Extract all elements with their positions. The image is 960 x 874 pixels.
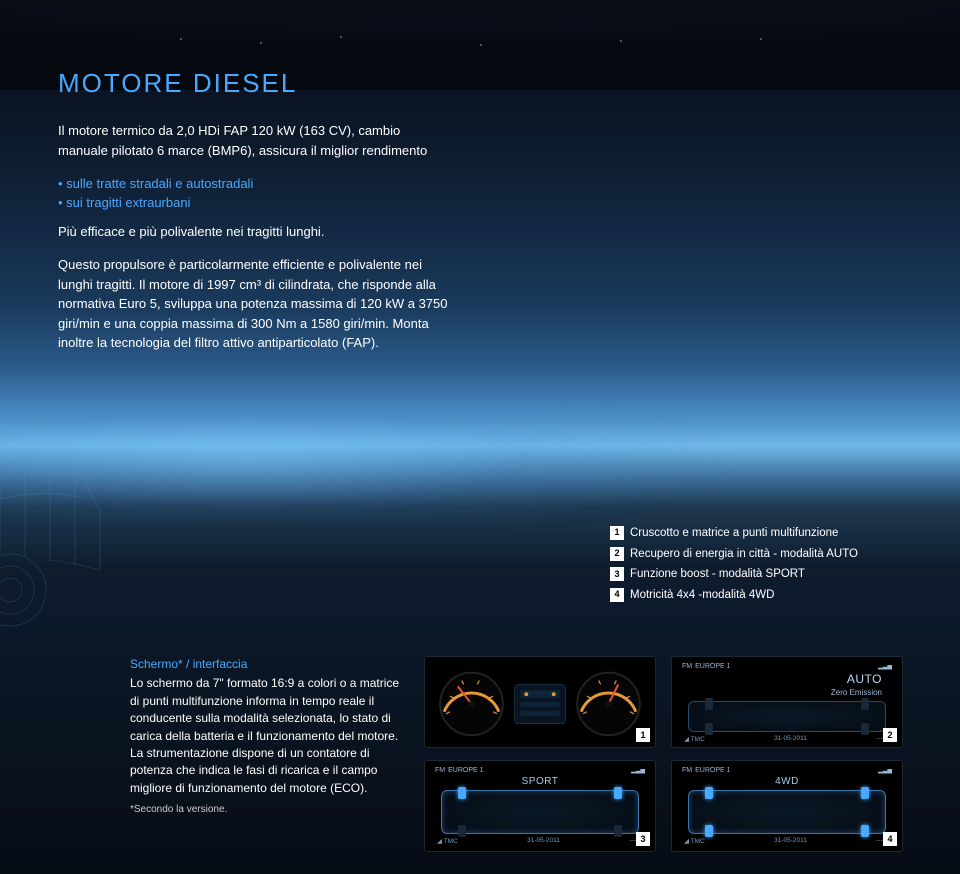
bullet-list: sulle tratte stradali e autostradali sui… xyxy=(58,176,480,210)
lcd-radio-band: FM xyxy=(435,767,445,774)
lcd-chassis-diagram xyxy=(688,790,886,834)
car-wireframe-decor xyxy=(0,420,110,640)
lcd-radio-band: FM xyxy=(682,767,692,774)
dashboard-panel-4wd: FM EUROPE 1 ▂▃▅ 4WD ◢ TMC 31-05-2011 ---… xyxy=(671,760,903,852)
panel-number-badge: 2 xyxy=(883,728,897,742)
schermo-footnote: *Secondo la versione. xyxy=(130,803,400,818)
schermo-description: Schermo* / interfaccia Lo schermo da 7" … xyxy=(130,656,400,852)
legend-text: Recupero di energia in città - modalità … xyxy=(630,546,858,563)
legend-text: Funzione boost - modalità SPORT xyxy=(630,566,805,583)
dashboard-panel-auto: FM EUROPE 1 ▂▃▅ AUTO Zero Emission ◢ TMC… xyxy=(671,656,903,748)
lcd-tmc-icon: ◢ xyxy=(684,736,689,743)
lcd-tmc: TMC xyxy=(691,838,705,845)
signal-icon: ▂▃▅ xyxy=(878,767,892,774)
lcd-chassis-diagram xyxy=(441,790,639,834)
tagline: Più efficace e più polivalente nei tragi… xyxy=(58,224,480,239)
dashboard-panel-sport: FM EUROPE 1 ▂▃▅ SPORT ◢ TMC 31-05-2011 -… xyxy=(424,760,656,852)
legend-item: 3 Funzione boost - modalità SPORT xyxy=(610,566,910,583)
lcd-radio-band: FM xyxy=(682,663,692,670)
legend-item: 4 Motricità 4x4 -modalità 4WD xyxy=(610,587,910,604)
lcd-mode-label: SPORT xyxy=(433,776,647,787)
lcd-radio-station: EUROPE 1 xyxy=(695,767,730,774)
lcd-tmc: TMC xyxy=(691,736,705,743)
legend-number-badge: 1 xyxy=(610,526,624,540)
bullet-item: sulle tratte stradali e autostradali xyxy=(58,176,480,191)
signal-icon: ▂▃▅ xyxy=(878,663,892,670)
schermo-title: Schermo* / interfaccia xyxy=(130,656,400,673)
section-title: MOTORE DIESEL xyxy=(58,68,480,99)
lcd-mode-label: AUTO xyxy=(680,672,894,686)
panel-number-badge: 1 xyxy=(636,728,650,742)
panel-number-badge: 4 xyxy=(883,832,897,846)
schermo-body: Lo schermo da 7" formato 16:9 a colori o… xyxy=(130,675,400,797)
lcd-tmc: TMC xyxy=(444,838,458,845)
body-paragraph: Questo propulsore è particolarmente effi… xyxy=(58,255,448,353)
legend-number-badge: 3 xyxy=(610,567,624,581)
intro-paragraph: Il motore termico da 2,0 HDi FAP 120 kW … xyxy=(58,121,438,160)
legend-number-badge: 4 xyxy=(610,588,624,602)
dashboard-panel-cluster: 1 xyxy=(424,656,656,748)
legend-text: Motricità 4x4 -modalità 4WD xyxy=(630,587,774,604)
legend-text: Cruscotto e matrice a punti multifunzion… xyxy=(630,525,838,542)
legend-number-badge: 2 xyxy=(610,547,624,561)
gauge-cluster-graphic xyxy=(425,657,655,747)
signal-icon: ▂▃▅ xyxy=(631,767,645,774)
lcd-date: 31-05-2011 xyxy=(774,735,807,743)
legend-item: 1 Cruscotto e matrice a punti multifunzi… xyxy=(610,525,910,542)
lcd-zero-emission: Zero Emission xyxy=(680,688,894,697)
lcd-chassis-diagram xyxy=(688,701,886,732)
lcd-tmc-icon: ◢ xyxy=(684,838,689,845)
figure-legend: 1 Cruscotto e matrice a punti multifunzi… xyxy=(610,525,910,608)
lcd-date: 31-05-2011 xyxy=(774,837,807,845)
lcd-radio-station: EUROPE 1 xyxy=(695,663,730,670)
dashboard-panels-grid: 1 FM EUROPE 1 ▂▃▅ AUTO Zero Emission ◢ T… xyxy=(424,656,904,852)
bullet-item: sui tragitti extraurbani xyxy=(58,195,480,210)
panel-number-badge: 3 xyxy=(636,832,650,846)
lcd-radio-station: EUROPE 1 xyxy=(448,767,483,774)
lcd-date: 31-05-2011 xyxy=(527,837,560,845)
legend-item: 2 Recupero di energia in città - modalit… xyxy=(610,546,910,563)
lcd-tmc-icon: ◢ xyxy=(437,838,442,845)
lcd-mode-label: 4WD xyxy=(680,776,894,787)
